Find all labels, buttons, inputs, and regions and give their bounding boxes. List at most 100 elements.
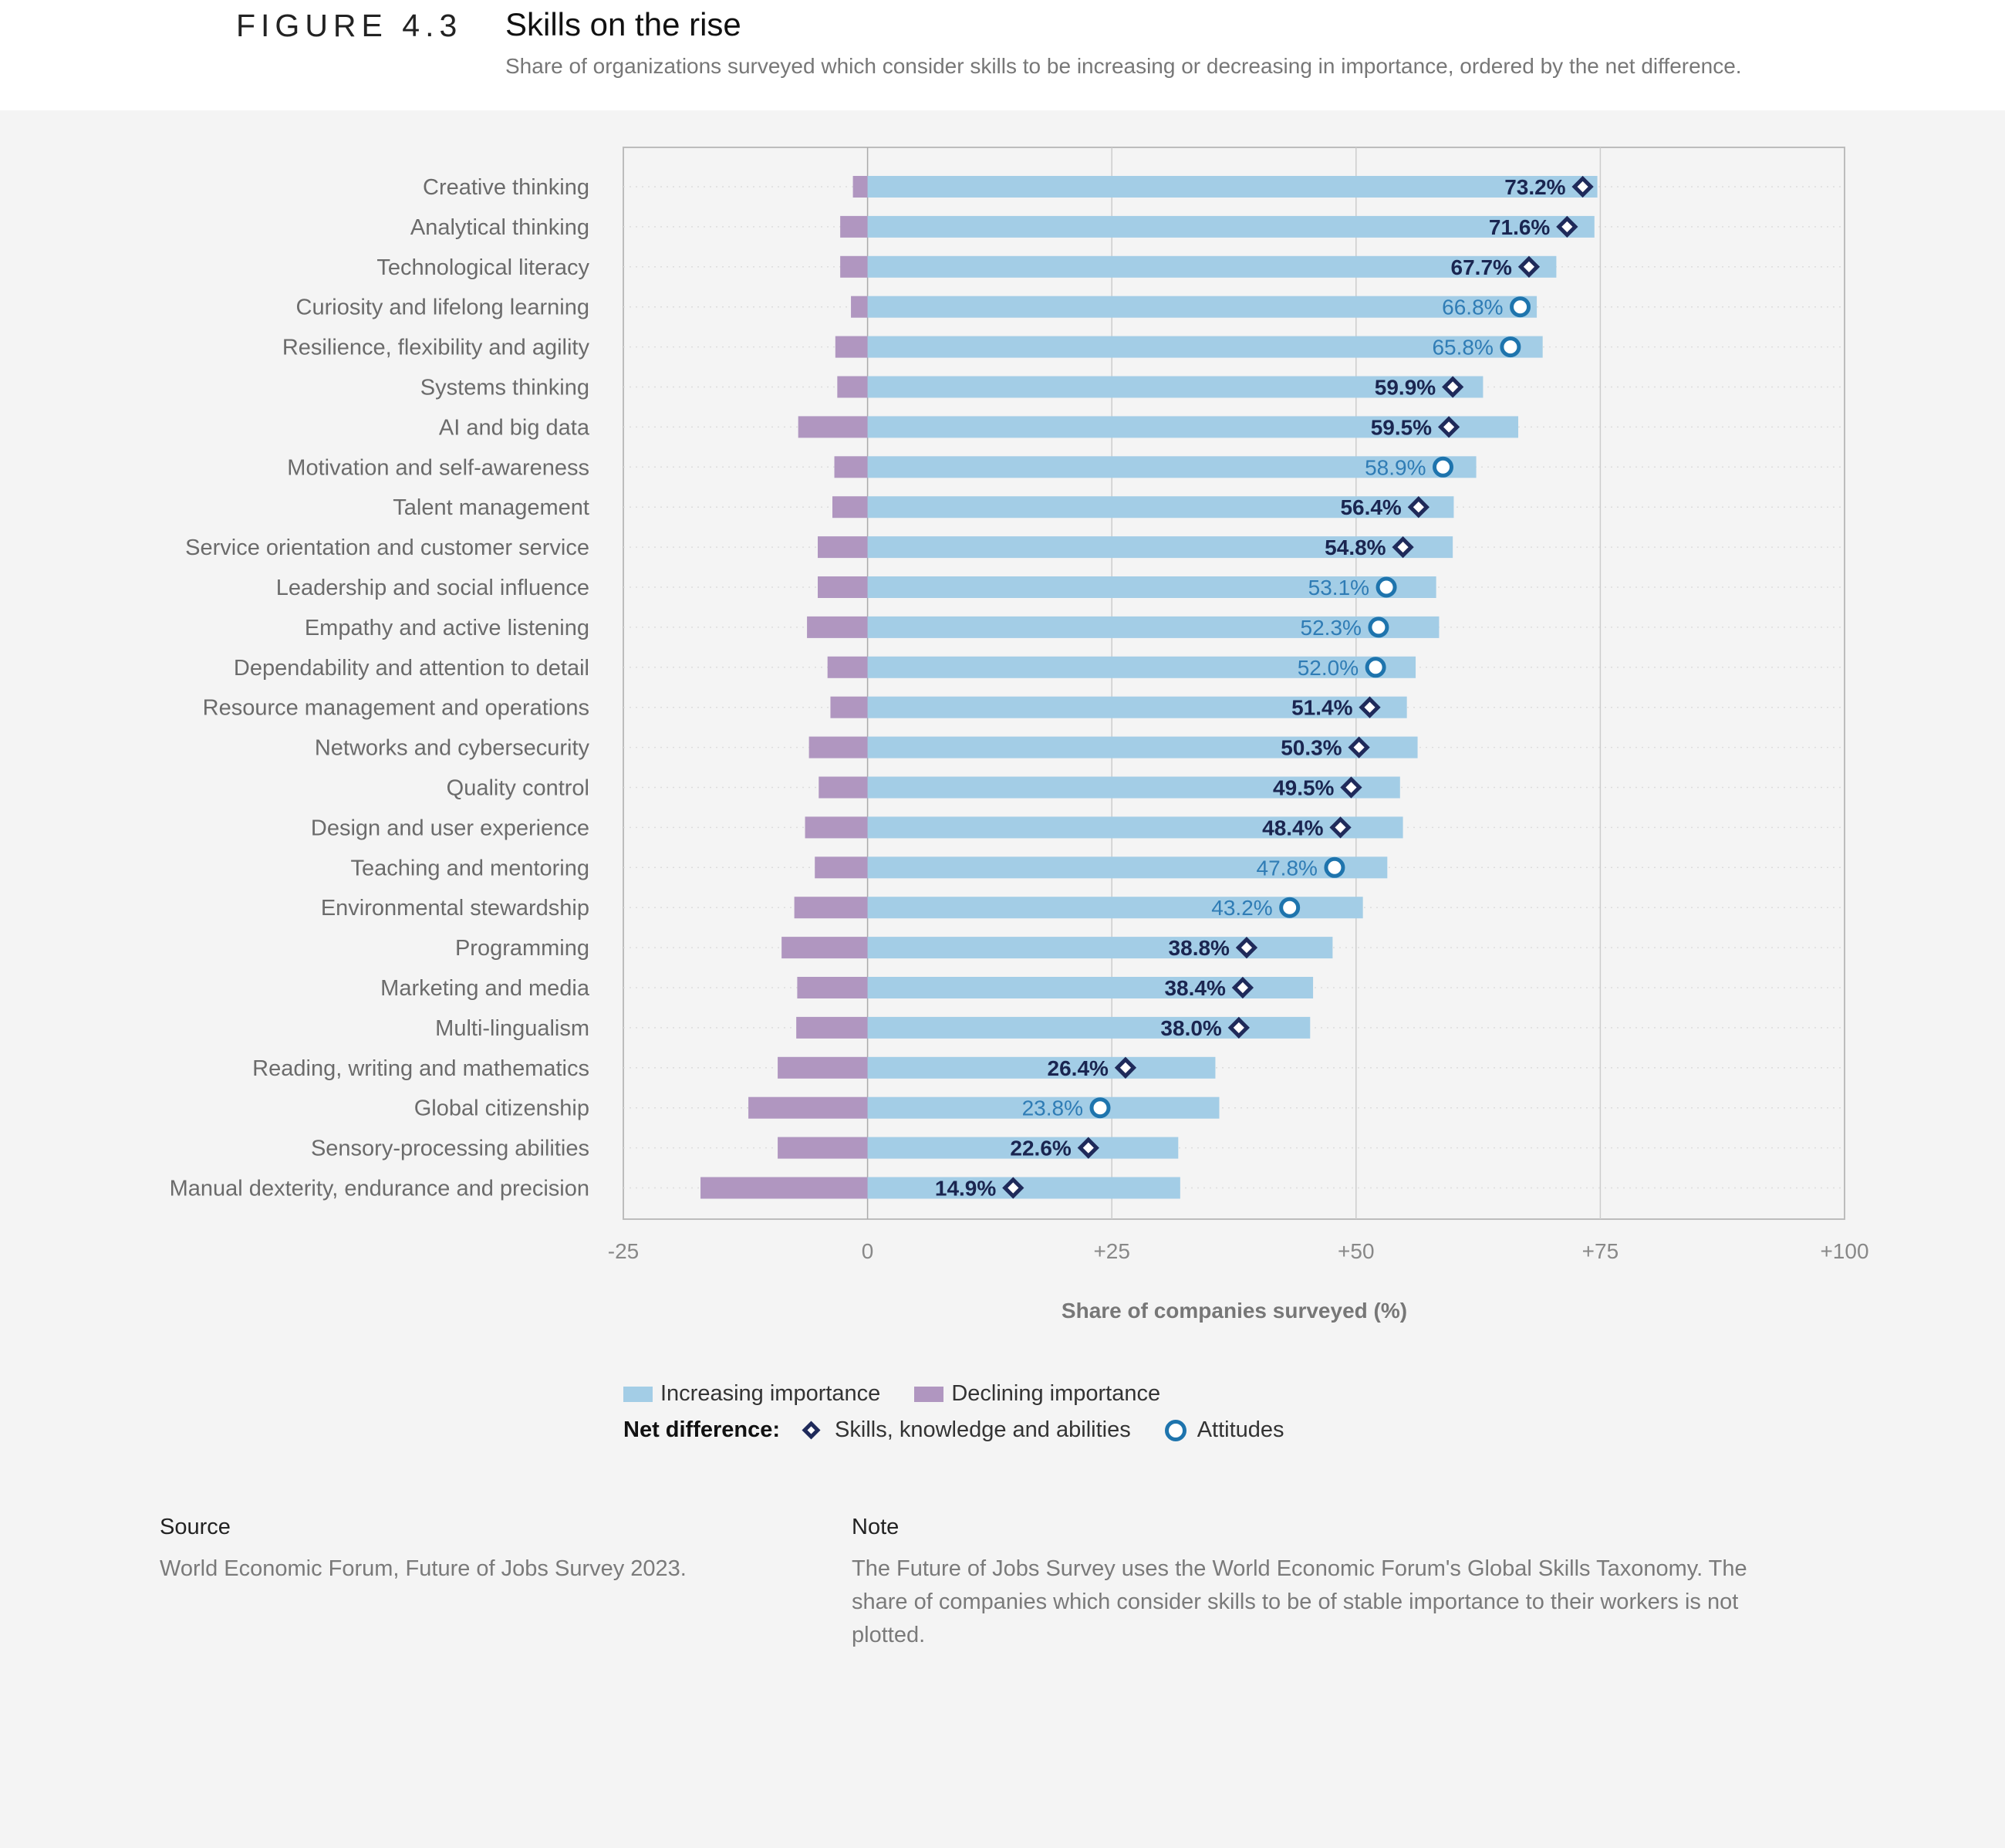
category-label: Reading, writing and mathematics — [252, 1056, 589, 1081]
declining-bar — [781, 937, 868, 959]
legend-row-net: Net difference: Skills, knowledge and ab… — [623, 1417, 1284, 1443]
category-label: Sensory-processing abilities — [311, 1137, 589, 1161]
declining-bar — [798, 416, 868, 438]
increasing-bar — [867, 376, 1483, 398]
net-value-label: 38.4% — [1164, 976, 1225, 1000]
declining-bar — [815, 856, 868, 879]
category-label: Analytical thinking — [410, 215, 589, 240]
category-label: Teaching and mentoring — [350, 856, 589, 880]
figure-label: FIGURE 4.3 — [236, 8, 463, 43]
increasing-bar — [867, 656, 1416, 678]
declining-bar — [818, 536, 868, 559]
net-skill-marker — [1002, 1177, 1024, 1199]
declining-bar — [778, 1137, 868, 1159]
net-value-label: 52.3% — [1301, 616, 1362, 640]
net-value-label: 26.4% — [1048, 1056, 1109, 1080]
net-skill-marker — [1340, 776, 1362, 799]
net-value-label: 56.4% — [1340, 495, 1401, 519]
increasing-bar — [867, 736, 1418, 758]
net-value-label: 53.1% — [1308, 576, 1369, 600]
net-skill-marker — [1556, 215, 1578, 238]
declining-bar — [818, 576, 868, 598]
note-text: The Future of Jobs Survey uses the World… — [852, 1556, 1747, 1647]
category-label: Technological literacy — [376, 255, 589, 280]
category-label: Service orientation and customer service — [185, 535, 589, 560]
declining-bar — [840, 255, 868, 278]
plot-frame — [623, 147, 1845, 1220]
category-label: Talent management — [393, 495, 589, 520]
legend-increasing-label: Increasing importance — [660, 1381, 881, 1406]
net-skill-marker — [1407, 496, 1429, 519]
source-text: World Economic Forum, Future of Jobs Sur… — [160, 1556, 687, 1581]
x-tick-label: 0 — [862, 1239, 874, 1263]
category-label: Environmental stewardship — [321, 896, 589, 921]
net-attitude-marker — [1279, 897, 1301, 918]
net-value-label: 22.6% — [1010, 1137, 1071, 1160]
category-label: Dependability and attention to detail — [234, 656, 589, 681]
net-value-label: 59.5% — [1371, 415, 1432, 439]
declining-bar — [837, 376, 868, 398]
legend-declining-label: Declining importance — [951, 1381, 1161, 1406]
declining-bar — [805, 816, 868, 839]
x-tick-label: +50 — [1338, 1239, 1375, 1263]
net-skill-marker — [1392, 535, 1414, 559]
net-value-label: 38.0% — [1160, 1016, 1221, 1040]
declining-bar — [748, 1096, 868, 1119]
net-value-label: 52.0% — [1298, 656, 1359, 680]
increasing-bar — [867, 576, 1436, 598]
net-value-label: 51.4% — [1291, 696, 1352, 720]
net-attitude-marker — [1368, 617, 1389, 638]
declining-bar — [840, 215, 868, 238]
x-axis-title: Share of companies surveyed (%) — [1062, 1299, 1407, 1323]
category-label: Leadership and social influence — [276, 576, 589, 600]
net-value-label: 54.8% — [1325, 535, 1386, 559]
category-label: Empathy and active listening — [305, 616, 589, 640]
net-value-label: 66.8% — [1442, 296, 1503, 319]
legend-attitudes-label: Attitudes — [1197, 1417, 1284, 1442]
increasing-bar — [867, 416, 1519, 438]
net-value-label: 43.2% — [1211, 896, 1272, 920]
declining-bar — [834, 456, 868, 478]
net-skill-marker — [1231, 976, 1254, 999]
category-label: Systems thinking — [420, 376, 589, 400]
net-attitude-marker — [1375, 576, 1397, 598]
category-label: Resilience, flexibility and agility — [282, 336, 590, 360]
category-label: Programming — [455, 936, 589, 961]
increasing-bar — [867, 696, 1407, 718]
net-skill-marker — [1348, 736, 1370, 758]
net-attitude-marker — [1089, 1097, 1111, 1119]
category-label: Motivation and self-awareness — [287, 455, 589, 480]
net-skill-marker — [1517, 255, 1541, 278]
note-heading: Note — [852, 1515, 900, 1539]
net-value-label: 14.9% — [935, 1177, 996, 1201]
net-value-label: 47.8% — [1257, 856, 1318, 880]
declining-bar — [835, 336, 868, 358]
category-label: Networks and cybersecurity — [315, 736, 590, 761]
x-tick-label: -25 — [608, 1239, 639, 1263]
category-label: Quality control — [447, 776, 589, 801]
net-attitude-marker — [1510, 296, 1531, 318]
increasing-bar — [867, 776, 1400, 799]
net-attitude-marker — [1433, 456, 1454, 478]
x-tick-label: +25 — [1093, 1239, 1130, 1263]
x-tick-label: +75 — [1582, 1239, 1619, 1263]
declining-bar — [851, 296, 868, 318]
skills-bar-chart: Creative thinking 73.2% Analytical thinkin… — [170, 147, 1869, 1323]
net-value-label: 50.3% — [1281, 736, 1342, 760]
net-skill-marker — [1114, 1056, 1137, 1079]
declining-bar — [797, 977, 868, 998]
increasing-bar — [867, 255, 1557, 278]
increasing-bar — [867, 215, 1595, 238]
category-label: Manual dexterity, endurance and precisio… — [170, 1177, 589, 1201]
declining-bar — [778, 1056, 868, 1079]
legend-skills-label: Skills, knowledge and abilities — [835, 1417, 1131, 1442]
net-skill-marker — [1442, 376, 1464, 398]
net-value-label: 23.8% — [1022, 1096, 1083, 1120]
category-label: Multi-lingualism — [435, 1016, 589, 1041]
source-heading: Source — [160, 1515, 231, 1539]
increasing-bar — [867, 937, 1333, 959]
declining-bar — [796, 1016, 868, 1039]
net-value-label: 71.6% — [1489, 215, 1550, 239]
legend-row-importance: Increasing importance Declining importan… — [623, 1381, 1194, 1407]
increasing-bar — [867, 336, 1543, 358]
